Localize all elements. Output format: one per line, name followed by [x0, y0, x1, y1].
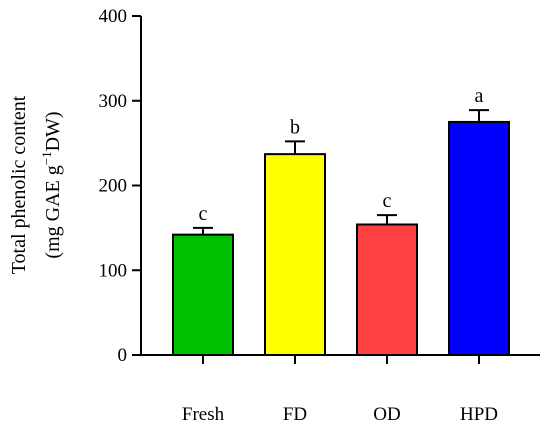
significance-letter: c — [383, 190, 392, 212]
y-tick-label: 100 — [99, 260, 128, 281]
bar-od — [356, 223, 418, 356]
y-tick-label: 200 — [99, 176, 128, 197]
x-category-label: HPD — [460, 404, 498, 425]
x-category-label: FD — [283, 404, 307, 425]
significance-letter: c — [199, 203, 208, 225]
y-axis-title-suffix: DW) — [42, 111, 64, 151]
plot-area: 0 100 200 300 400 c Fresh b FD c OD a HPD — [99, 6, 540, 425]
x-category-label: Fresh — [182, 404, 225, 425]
y-tick-label: 400 — [99, 6, 128, 27]
significance-letter: a — [475, 85, 484, 107]
y-axis-title-line2: (mg GAE g−1DW) — [39, 111, 64, 258]
y-axis-title-prefix: (mg GAE g — [42, 165, 64, 258]
x-category-label: OD — [373, 404, 400, 425]
bar-hpd — [448, 120, 510, 356]
y-tick-label: 0 — [118, 345, 128, 366]
bar-fd — [264, 153, 326, 356]
y-tick-label: 300 — [99, 91, 128, 112]
bar-fresh — [172, 233, 234, 356]
y-axis-title-superscript: −1 — [39, 151, 54, 165]
significance-letter: b — [290, 116, 300, 138]
y-axis-title: Total phenolic content (mg GAE g−1DW) — [8, 95, 64, 274]
y-axis-title-line1: Total phenolic content — [8, 95, 30, 274]
